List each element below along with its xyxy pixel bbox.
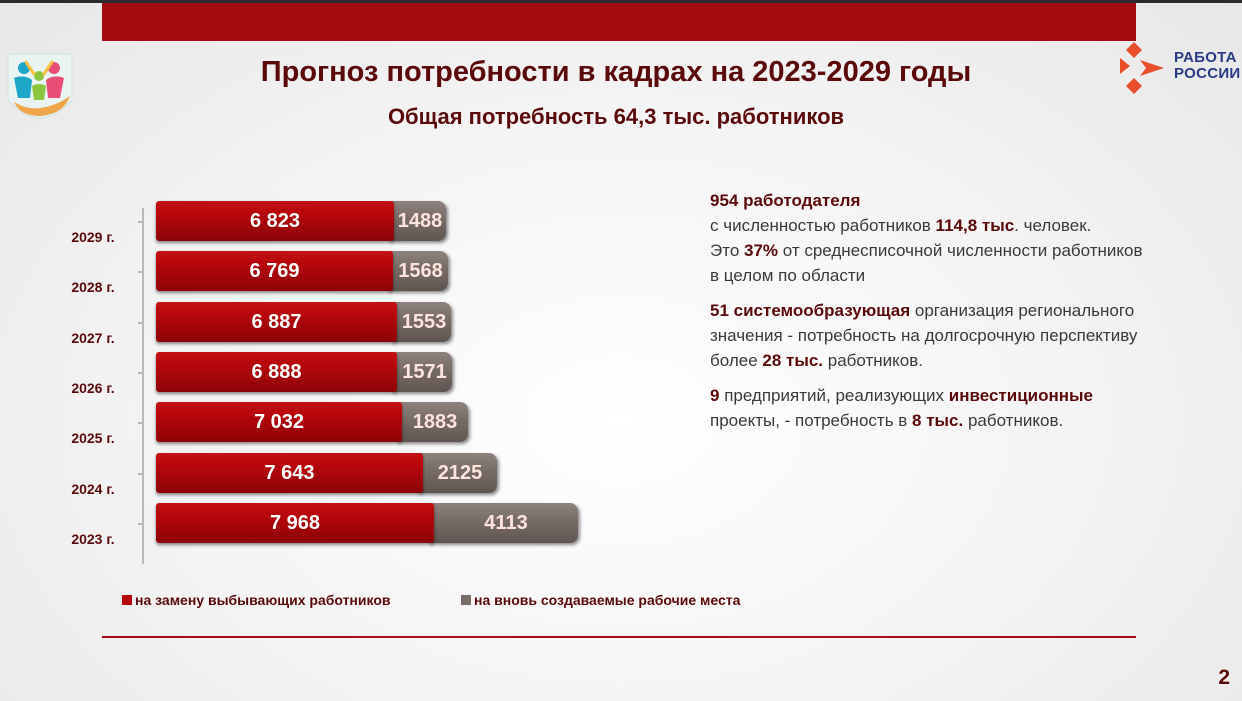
info-text: организация регионального [910, 301, 1135, 320]
bar-row: 7 643 2125 [156, 453, 505, 495]
bar-new-jobs-label: 1883 [412, 411, 458, 433]
info-highlight: 114,8 тыс [935, 216, 1015, 235]
bar-replacement-label: 6 823 [249, 210, 301, 232]
year-label: 2027 г. [71, 330, 115, 346]
info-text: значения - потребность на долгосрочную п… [710, 326, 1138, 345]
info-text: Это [710, 241, 744, 260]
info-paragraph-investment: 9 предприятий, реализующих инвестиционны… [710, 383, 1220, 433]
info-highlight: 9 [710, 386, 720, 405]
axis-tick [138, 473, 144, 475]
bar-new-jobs [396, 402, 468, 442]
header-bar [102, 3, 1136, 41]
year-label: 2026 г. [71, 380, 115, 396]
page-title: Прогноз потребности в кадрах на 2023-202… [260, 56, 972, 88]
info-text: проекты, - потребность в [710, 411, 913, 430]
info-text: с численностью работников [710, 216, 936, 235]
bar-row: 6 888 1571 [156, 352, 460, 394]
info-highlight: 37% [744, 241, 779, 260]
legend-item-new-jobs: на вновь создаваемые рабочие места [461, 592, 740, 608]
bar-new-jobs-label: 1553 [401, 311, 447, 333]
bar-replacement-label: 6 888 [251, 361, 302, 383]
bar-new-jobs [388, 201, 446, 241]
info-text: работников. [963, 411, 1064, 430]
brand-line-1: РАБОТА [1174, 49, 1237, 66]
axis-tick [138, 372, 144, 374]
bar-row: 7 032 1883 [156, 402, 476, 444]
bar-replacement [156, 402, 402, 442]
bar-new-jobs-label: 2125 [437, 462, 483, 484]
bar-new-jobs-label: 1568 [398, 260, 443, 282]
info-text: предприятий, реализующих [719, 386, 949, 405]
bar-row: 6 769 1568 [156, 251, 456, 293]
info-highlight: 51 системообразующая [710, 301, 911, 320]
axis-tick [138, 271, 144, 273]
axis-tick [138, 322, 144, 324]
bar-replacement [156, 352, 397, 392]
info-text: от среднесписочной численности работнико… [778, 241, 1143, 260]
family-logo [4, 48, 76, 120]
info-highlight: 8 тыс. [912, 411, 964, 430]
bar-row: 7 968 4113 [156, 503, 586, 545]
axis-tick [138, 422, 144, 424]
bar-replacement-label: 7 032 [253, 411, 305, 433]
bar-replacement [156, 453, 423, 493]
legend-label-new-jobs: на вновь создаваемые рабочие места [474, 592, 741, 608]
bar-new-jobs-label: 1488 [397, 210, 443, 232]
top-frame [0, 0, 1242, 3]
axis-tick [138, 523, 144, 525]
axis-tick [138, 221, 144, 223]
bar-replacement-label: 7 968 [269, 512, 321, 534]
info-paragraph-system-organizations: 51 системообразующая организация региона… [710, 298, 1220, 373]
year-label: 2028 г. [71, 279, 115, 295]
bar-new-jobs-label: 1571 [402, 361, 447, 383]
info-text: . человек. [1014, 216, 1092, 235]
legend-swatch-replacement [122, 595, 132, 605]
bar-replacement [156, 251, 393, 291]
info-paragraph-employers: 954 работодателя с численностью работник… [710, 188, 1220, 288]
brand-line-2: РОССИИ [1174, 65, 1241, 82]
bar-new-jobs-label: 4113 [484, 512, 528, 534]
legend-swatch-new-jobs [461, 595, 471, 605]
bar-replacement-label: 6 887 [251, 311, 302, 333]
bar-replacement-label: 7 643 [264, 462, 315, 484]
bottom-rule [102, 636, 1136, 638]
rabota-rossii-mark-icon [1120, 42, 1164, 94]
bar-new-jobs [391, 352, 452, 392]
info-text: в целом по области [710, 266, 866, 285]
info-text: работников. [823, 351, 923, 370]
rabota-rossii-logo: РАБОТА РОССИИ [1118, 40, 1242, 96]
bar-replacement [156, 302, 397, 342]
bar-replacement-label: 6 769 [249, 260, 300, 282]
info-text: более [710, 351, 763, 370]
year-label: 2023 г. [71, 531, 115, 547]
legend-item-replacement: на замену выбывающих работников [122, 592, 390, 608]
bar-replacement [156, 503, 434, 543]
bar-new-jobs [387, 251, 448, 291]
year-label: 2029 г. [71, 229, 115, 245]
legend-label-replacement: на замену выбывающих работников [135, 592, 391, 608]
year-label: 2024 г. [71, 481, 115, 497]
info-highlight: 28 тыс. [762, 351, 824, 370]
bar-row: 6 887 1553 [156, 302, 459, 344]
family-logo-icon [7, 53, 73, 119]
bar-new-jobs [391, 302, 451, 342]
page-number: 2 [1218, 666, 1230, 689]
employers-count: 954 работодателя [710, 191, 861, 210]
year-label: 2025 г. [71, 430, 115, 446]
category-axis-line [142, 208, 144, 564]
bar-row: 6 823 1488 [156, 201, 454, 243]
page-subtitle: Общая потребность 64,3 тыс. работников [387, 104, 845, 129]
info-highlight: инвестиционные [948, 386, 1093, 405]
bar-new-jobs [417, 453, 497, 493]
bar-replacement [156, 201, 394, 241]
bar-new-jobs [428, 503, 578, 543]
